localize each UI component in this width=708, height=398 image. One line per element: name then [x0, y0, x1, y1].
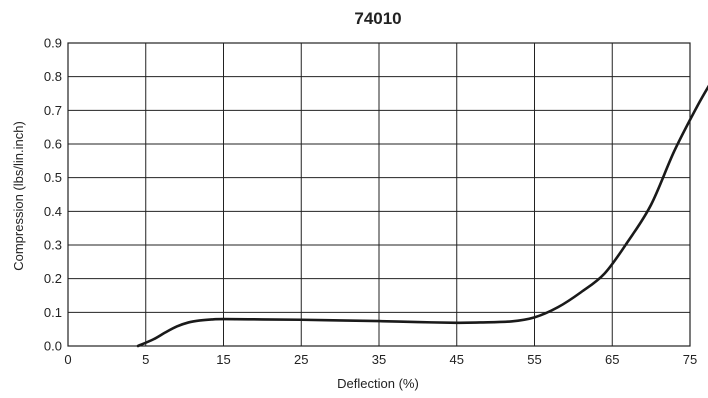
- y-axis-ticks: 0.0 0.1 0.2 0.3 0.4 0.5 0.6 0.7 0.8 0.9: [44, 36, 62, 354]
- x-tick-label: 55: [527, 352, 541, 367]
- x-tick-label: 15: [216, 352, 230, 367]
- y-tick-label: 0.5: [44, 170, 62, 185]
- x-tick-label: 35: [372, 352, 386, 367]
- x-tick-label: 0: [64, 352, 71, 367]
- y-tick-label: 0.0: [44, 339, 62, 354]
- chart-title: 74010: [354, 9, 401, 28]
- y-axis-label: Compression (lbs/lin.inch): [11, 121, 26, 271]
- y-tick-label: 0.8: [44, 69, 62, 84]
- y-tick-label: 0.2: [44, 271, 62, 286]
- x-tick-label: 45: [450, 352, 464, 367]
- x-tick-label: 5: [142, 352, 149, 367]
- y-tick-label: 0.3: [44, 238, 62, 253]
- x-tick-label: 65: [605, 352, 619, 367]
- y-tick-label: 0.6: [44, 137, 62, 152]
- series-line: [136, 84, 708, 348]
- x-axis-label: Deflection (%): [337, 376, 419, 391]
- y-tick-label: 0.1: [44, 305, 62, 320]
- plot-area: [67, 42, 691, 347]
- y-tick-label: 0.7: [44, 103, 62, 118]
- x-tick-label: 25: [294, 352, 308, 367]
- gridlines: [68, 43, 690, 346]
- y-tick-label: 0.4: [44, 204, 62, 219]
- x-axis-ticks: 0 5 15 25 35 45 55 65 75: [64, 352, 697, 367]
- x-tick-label: 75: [683, 352, 697, 367]
- y-tick-label: 0.9: [44, 36, 62, 51]
